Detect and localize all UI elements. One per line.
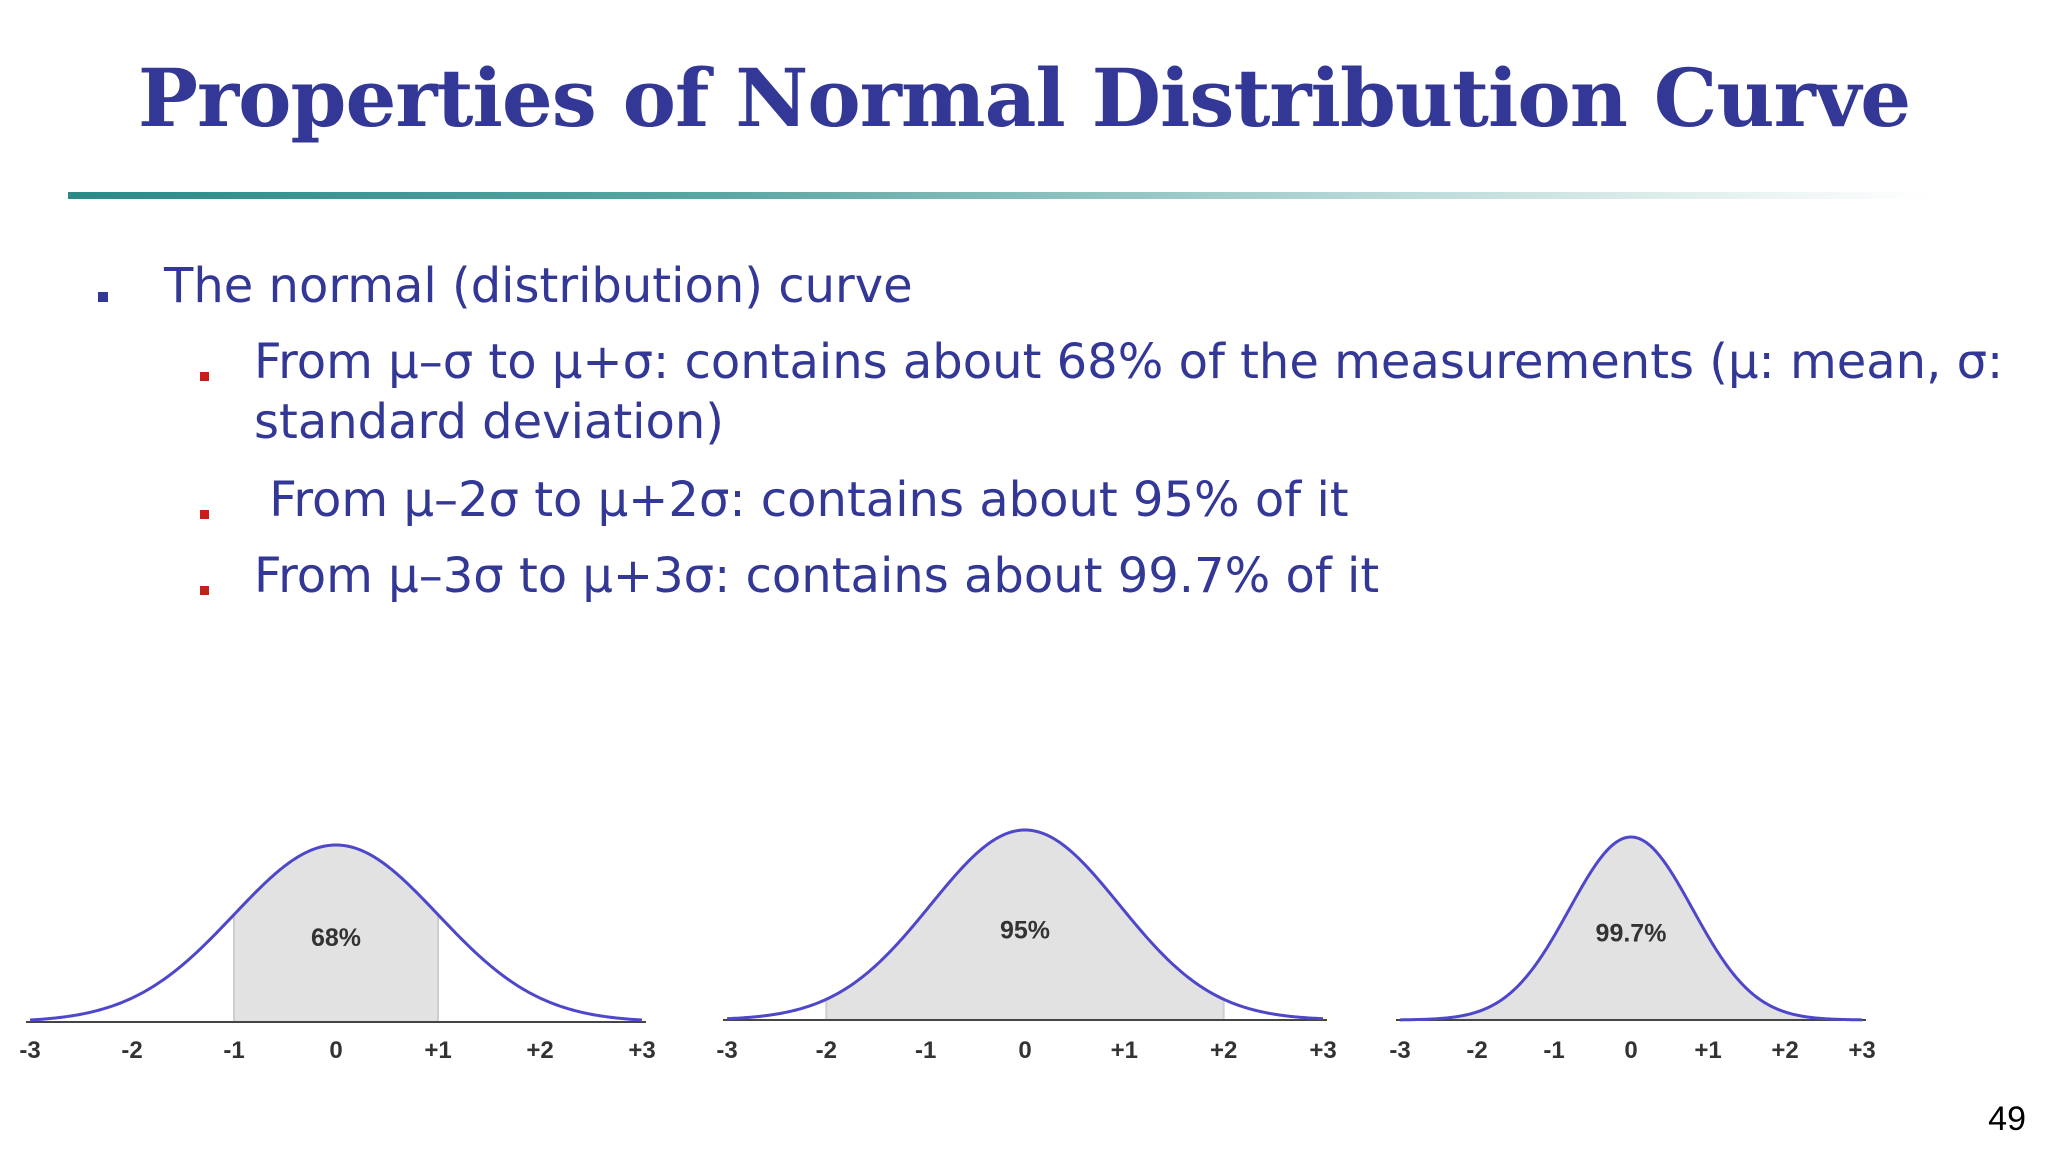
tick-label: -1: [223, 1037, 244, 1064]
normal-curve-panel-2: 95% -3 -2 -1 0 +1 +2 +3: [716, 828, 1337, 1064]
normal-curve-panel-1: 68% -3 -2 -1 0 +1 +2 +3: [19, 843, 656, 1064]
normal-curve: [29, 843, 643, 1022]
tick-label: +1: [1694, 1037, 1721, 1064]
tick-label: -2: [816, 1037, 837, 1064]
tick-label: -3: [19, 1037, 40, 1064]
tick-label: +2: [1210, 1037, 1237, 1064]
sub-bullet-3: From μ–3σ to μ+3σ: contains about 99.7% …: [254, 548, 1380, 604]
tick-label: +3: [1309, 1037, 1336, 1064]
tick-label: -2: [1466, 1037, 1487, 1064]
normal-curves-svg: 68% -3 -2 -1 0 +1 +2 +3 95% -3 -2 -1 0 +1 +2 +3 99.7% -3 -…: [19, 828, 1876, 1064]
tick-label: +3: [1848, 1037, 1875, 1064]
tick-label: +2: [526, 1037, 553, 1064]
sub-bullet-1-line2: standard deviation): [254, 394, 724, 450]
shaded-area: [826, 830, 1224, 1020]
slide-title: Properties of Normal Distribution Curve: [137, 51, 1911, 145]
tick-label: +3: [628, 1037, 655, 1064]
percent-label: 99.7%: [1596, 919, 1667, 947]
tick-label: +1: [1111, 1037, 1138, 1064]
sub-bullet-marker: [200, 586, 209, 595]
page-number: 49: [1988, 1100, 2026, 1138]
shaded-area: [234, 845, 438, 1022]
normal-curve: [1399, 835, 1863, 1022]
sub-bullet-2: From μ–2σ to μ+2σ: contains about 95% of…: [254, 472, 1349, 528]
bullet-marker: [98, 292, 108, 302]
bullet-main: The normal (distribution) curve: [164, 258, 913, 314]
tick-label: -2: [121, 1037, 142, 1064]
percent-label: 95%: [1000, 916, 1050, 944]
normal-curve-panel-3: 99.7% -3 -2 -1 0 +1 +2 +3: [1389, 835, 1876, 1064]
tick-label: -3: [716, 1037, 737, 1064]
tick-label: -3: [1389, 1037, 1410, 1064]
sub-bullet-marker: [200, 372, 209, 381]
title-divider: [68, 192, 1928, 199]
sub-bullet-marker: [200, 510, 209, 519]
normal-curve-figures: 68% -3 -2 -1 0 +1 +2 +3 95% -3 -2 -1 0 +1 +2 +3 99.7% -3 -…: [0, 790, 2048, 1090]
tick-label: 0: [329, 1037, 342, 1064]
tick-label: 0: [1018, 1037, 1031, 1064]
tick-label: -1: [915, 1037, 936, 1064]
shaded-area: [1400, 837, 1862, 1020]
normal-curve: [726, 828, 1324, 1021]
tick-label: -1: [1543, 1037, 1564, 1064]
sub-bullet-1-line1: From μ–σ to μ+σ: contains about 68% of t…: [254, 334, 2004, 390]
percent-label: 68%: [311, 924, 361, 952]
tick-label: 0: [1624, 1037, 1637, 1064]
tick-label: +2: [1771, 1037, 1798, 1064]
tick-label: +1: [424, 1037, 451, 1064]
